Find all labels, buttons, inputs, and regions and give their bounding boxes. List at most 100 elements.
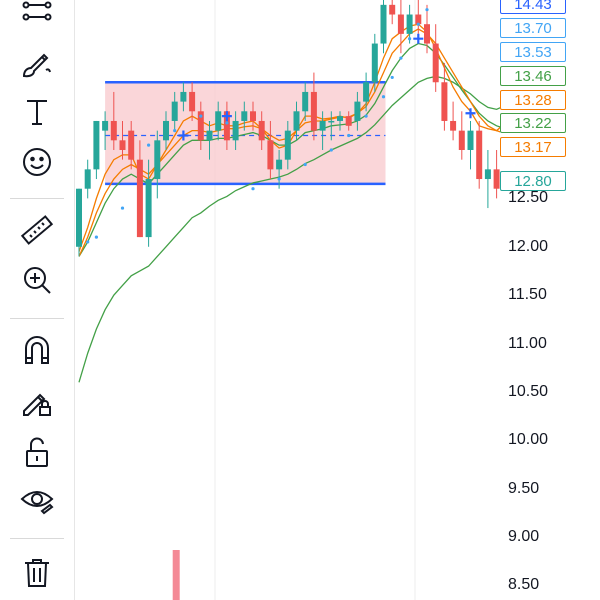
candle-body [450,120,457,131]
unlock-icon[interactable] [14,432,60,472]
price-badge: 14.43 [500,0,566,14]
candle-body [389,4,396,15]
toolbar-divider [10,198,64,199]
candle-body [371,43,378,83]
price-tick-label: 10.50 [508,382,549,400]
indicator-dot [277,177,281,181]
candle-body [241,111,248,121]
price-badge: 12.80 [500,171,566,191]
candle-body [215,111,222,131]
candle-body [76,188,82,247]
price-badge: 13.70 [500,18,566,38]
zoom-in-icon[interactable] [14,260,60,300]
lock-drawing-icon[interactable] [14,382,60,422]
candle-body [119,140,126,150]
candle-body [337,116,343,121]
price-badge: 13.53 [500,42,566,62]
ma-orange-line [78,28,500,257]
candle-body [267,140,274,170]
indicator-dot [408,37,412,41]
price-tick-label: 10.00 [508,431,549,449]
indicator-dot [251,187,255,191]
candle-body [84,169,91,189]
candle-body [145,179,152,238]
candle-body [232,120,239,141]
candle-body [180,91,187,102]
candle-body [354,101,361,121]
candle-body [458,130,465,150]
candle-body [484,169,491,180]
indicator-dot [329,148,333,152]
indicator-dot [199,114,203,118]
volume-bar [172,550,180,600]
price-badge: 13.46 [500,66,566,86]
candle-body [189,91,196,112]
candle-body [110,120,117,141]
candle-body [171,101,178,121]
indicator-dot [416,22,420,26]
candle-body [363,82,370,102]
candle-body [310,91,317,131]
ruler-icon[interactable] [14,210,60,250]
candle-body [223,111,230,141]
price-tick-label: 12.00 [508,237,549,255]
indicator-dot [399,56,403,60]
emoji-icon[interactable] [14,142,60,182]
candle-body [441,82,448,121]
price-badge: 13.28 [500,90,566,110]
indicator-dot [94,235,98,239]
candle-body [284,130,291,160]
price-scale[interactable]: 13.0012.5012.0011.5011.0010.5010.009.509… [500,0,600,600]
candle-body [128,130,135,160]
candle-body [102,120,109,131]
candle-body [328,120,335,123]
candle-body [406,14,413,34]
candle-body [276,159,283,170]
candle-body [319,120,326,131]
indicator-dot [225,121,229,125]
cross-marker [465,108,476,119]
candle-body [258,120,265,141]
price-chart[interactable] [75,0,500,600]
cross-marker [178,130,189,141]
candle-body [493,169,500,189]
drawing-toolbar [0,0,75,600]
indicator-dot [86,240,90,244]
price-tick-label: 9.50 [508,479,540,497]
candle-body [467,130,474,150]
text-tool-icon[interactable] [14,92,60,132]
price-badge: 13.17 [500,137,566,157]
price-tick-label: 9.00 [508,528,540,546]
candle-body [206,130,213,141]
magnet-icon[interactable] [14,330,60,370]
price-tick-label: 12.50 [508,189,549,207]
indicator-dot [147,143,151,147]
indicator-dot [390,75,394,80]
candle-body [345,116,352,126]
candle-body [250,111,256,121]
candle-body [424,24,430,44]
indicator-dot [364,114,368,118]
trash-icon[interactable] [14,552,60,592]
indicator-dot [303,162,307,167]
indicator-dot [347,133,351,138]
candle-body [476,130,483,180]
channel-fill [105,82,386,184]
price-tick-label: 8.50 [508,576,540,594]
candle-body [136,159,143,238]
candle-body [293,111,300,131]
indicator-dot [120,206,125,210]
candle-body [380,4,387,44]
indicator-dot [381,95,386,99]
eye-icon[interactable] [14,480,60,520]
price-tick-label: 11.00 [508,334,547,352]
cross-marker [221,111,232,122]
candle-body [163,120,169,141]
price-badge: 13.22 [500,113,566,133]
toolbar-divider [10,538,64,539]
indicator-dot [425,8,429,12]
brush-icon[interactable] [14,45,60,85]
candle-body [415,14,422,25]
trend-line-icon[interactable] [14,0,60,32]
cross-marker [413,33,424,44]
